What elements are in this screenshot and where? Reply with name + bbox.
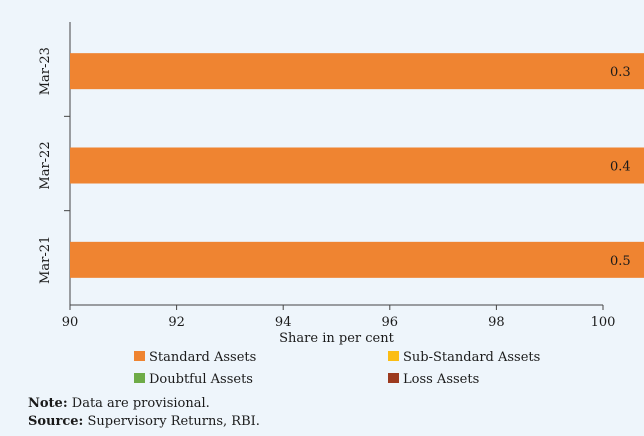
note-label: Note: bbox=[28, 396, 68, 411]
x-tick-label: 94 bbox=[275, 315, 292, 330]
y-tick-label: Mar-23 bbox=[38, 47, 53, 95]
note-text: Data are provisional. bbox=[67, 396, 210, 411]
x-tick-label: 90 bbox=[62, 315, 79, 330]
data-label: 0.3 bbox=[610, 65, 631, 80]
x-tick-label: 100 bbox=[591, 315, 616, 330]
y-tick-label: Mar-21 bbox=[38, 236, 53, 284]
x-tick-label: 92 bbox=[168, 315, 185, 330]
note-line: Note: Data are provisional. bbox=[28, 396, 210, 411]
legend-swatch bbox=[388, 351, 399, 361]
data-label: 0.4 bbox=[610, 160, 631, 175]
source-line: Source: Supervisory Returns, RBI. bbox=[28, 414, 260, 429]
source-label: Source: bbox=[28, 414, 84, 429]
legend-swatch bbox=[134, 373, 145, 383]
y-tick-label: Mar-22 bbox=[38, 141, 53, 189]
bar-segment-standard-assets bbox=[70, 147, 644, 184]
legend-label: Sub-Standard Assets bbox=[403, 350, 540, 365]
legend-label: Loss Assets bbox=[403, 372, 479, 387]
x-axis-title: Share in per cent bbox=[279, 331, 394, 346]
x-tick-label: 96 bbox=[382, 315, 399, 330]
legend-swatch bbox=[134, 351, 145, 361]
legend-swatch bbox=[388, 373, 399, 383]
legend-label: Doubtful Assets bbox=[149, 372, 253, 387]
x-tick-label: 98 bbox=[488, 315, 505, 330]
bar-segment-standard-assets bbox=[70, 241, 644, 278]
legend-label: Standard Assets bbox=[149, 350, 256, 365]
data-label: 0.5 bbox=[610, 254, 631, 269]
bar-segment-standard-assets bbox=[70, 53, 644, 90]
source-text: Supervisory Returns, RBI. bbox=[83, 414, 260, 429]
